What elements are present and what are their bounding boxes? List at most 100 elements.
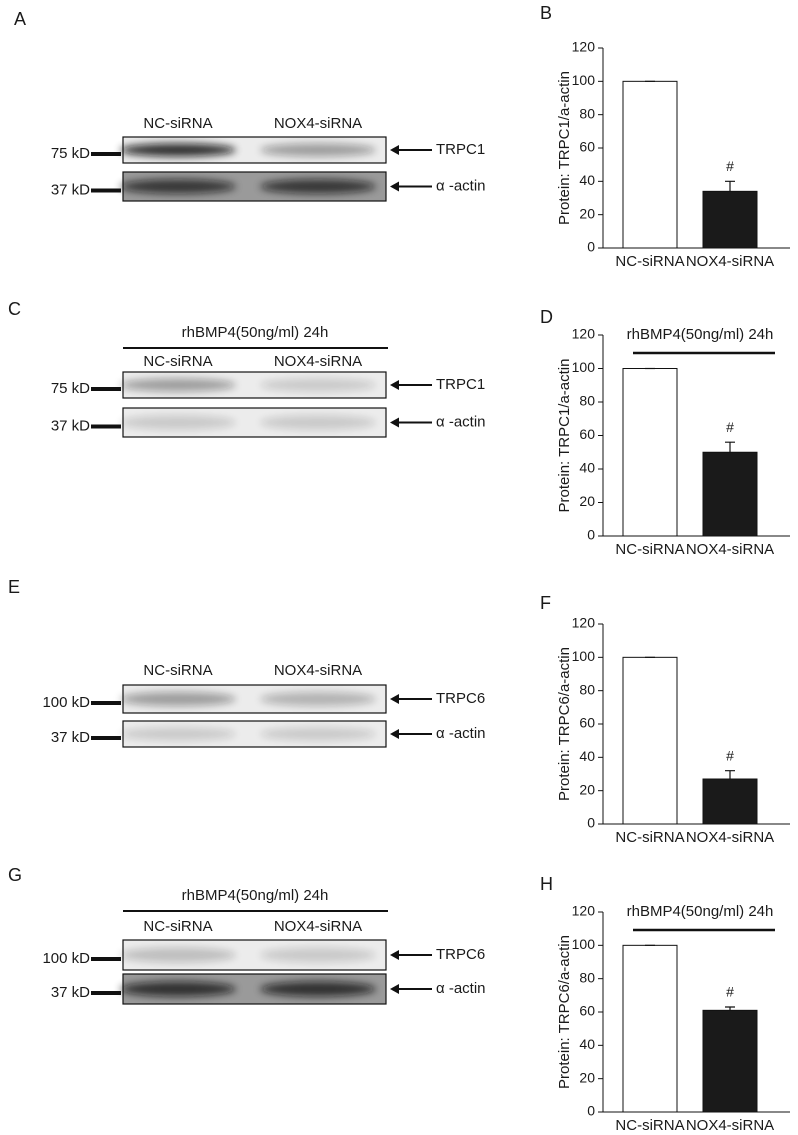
- y-tick-label: 0: [587, 815, 595, 831]
- marker-label: 37 kD: [51, 729, 90, 746]
- band-signal: [260, 981, 376, 997]
- x-tick-label: NC-siRNA: [615, 829, 684, 846]
- y-tick-label: 0: [587, 527, 595, 543]
- y-tick-label: 80: [579, 105, 595, 121]
- band-target: TRPC1: [436, 141, 485, 158]
- band-target: TRPC1: [436, 376, 485, 393]
- y-tick-label: 100: [572, 72, 596, 88]
- band-signal: [260, 692, 376, 706]
- arrow-head: [390, 950, 399, 960]
- chart-subtitle: rhBMP4(50ng/ml) 24h: [627, 326, 774, 343]
- bar: [622, 656, 678, 825]
- error-bar: [725, 441, 735, 453]
- y-tick-label: 120: [572, 615, 596, 631]
- y-tick-label: 100: [572, 359, 596, 375]
- band-signal: [260, 143, 376, 157]
- bar: [622, 368, 678, 537]
- error-bar: [725, 770, 735, 779]
- x-tick-label: NOX4-siRNA: [686, 541, 774, 558]
- panel-label: G: [8, 865, 22, 885]
- blot-frame: [122, 171, 387, 202]
- marker-label: 100 kD: [42, 950, 90, 967]
- y-tick-label: 0: [587, 1103, 595, 1119]
- blot-frame: [122, 973, 387, 1005]
- blot-frame: [122, 136, 387, 164]
- y-tick-label: 20: [579, 781, 595, 797]
- band-target: TRPC6: [436, 690, 485, 707]
- x-tick-label: NC-siRNA: [615, 541, 684, 558]
- significance-mark: #: [726, 984, 734, 1000]
- arrow-head: [390, 694, 399, 704]
- error-bar: [725, 1006, 735, 1011]
- y-tick-label: 20: [579, 493, 595, 509]
- y-tick-label: 80: [579, 681, 595, 697]
- y-tick-label: 80: [579, 969, 595, 985]
- y-tick-label: 60: [579, 1003, 595, 1019]
- y-tick-label: 120: [572, 326, 596, 342]
- blot-band: [120, 939, 387, 971]
- band-signal: [120, 143, 236, 157]
- marker-label: 37 kD: [51, 984, 90, 1001]
- y-tick-label: 100: [572, 936, 596, 952]
- marker-label: 100 kD: [42, 694, 90, 711]
- significance-mark: #: [726, 747, 734, 763]
- panel-label: H: [540, 874, 553, 894]
- significance-mark: #: [726, 158, 734, 174]
- significance-mark: #: [726, 419, 734, 435]
- marker-label: 37 kD: [51, 181, 90, 198]
- band-signal: [260, 415, 376, 430]
- y-tick-label: 40: [579, 172, 595, 188]
- marker-label: 37 kD: [51, 417, 90, 434]
- lane-label: NC-siRNA: [143, 662, 212, 679]
- band-signal: [260, 727, 376, 741]
- y-tick-label: 20: [579, 1069, 595, 1085]
- band-signal: [120, 727, 236, 741]
- y-axis-label: Protein: TRPC1/a-actin: [556, 71, 573, 225]
- y-tick-label: 80: [579, 393, 595, 409]
- band-signal: [120, 179, 236, 194]
- lane-label: NC-siRNA: [143, 115, 212, 132]
- bar: [702, 778, 758, 825]
- blot-frame: [122, 720, 387, 748]
- chart-subtitle: rhBMP4(50ng/ml) 24h: [627, 903, 774, 920]
- blot-frame: [122, 939, 387, 971]
- arrow-head: [390, 984, 399, 994]
- y-axis-label: Protein: TRPC6/a-actin: [556, 935, 573, 1089]
- panel-label: A: [14, 9, 26, 29]
- arrow-head: [390, 181, 399, 192]
- blot-band: [120, 684, 387, 714]
- arrow-head: [390, 417, 399, 428]
- lane-label: NOX4-siRNA: [274, 918, 362, 935]
- error-bar: [725, 180, 735, 192]
- bar: [622, 80, 678, 249]
- x-tick-label: NOX4-siRNA: [686, 829, 774, 846]
- bar: [702, 1009, 758, 1113]
- bar: [702, 190, 758, 249]
- y-tick-label: 120: [572, 903, 596, 919]
- band-target: TRPC6: [436, 946, 485, 963]
- y-tick-label: 60: [579, 715, 595, 731]
- marker-label: 75 kD: [51, 145, 90, 162]
- y-axis-label: Protein: TRPC1/a-actin: [556, 359, 573, 513]
- band-signal: [260, 947, 376, 963]
- lane-label: NOX4-siRNA: [274, 662, 362, 679]
- y-tick-label: 60: [579, 426, 595, 442]
- band-signal: [120, 947, 236, 963]
- blot-band: [120, 171, 387, 202]
- x-tick-label: NC-siRNA: [615, 1117, 684, 1134]
- bar: [622, 944, 678, 1113]
- band-signal: [120, 692, 236, 706]
- band-signal: [120, 378, 236, 392]
- y-tick-label: 40: [579, 460, 595, 476]
- blot-frame: [122, 407, 387, 438]
- y-axis-label: Protein: TRPC6/a-actin: [556, 647, 573, 801]
- lane-label: NOX4-siRNA: [274, 353, 362, 370]
- blot-band: [120, 371, 387, 399]
- band-target: α -actin: [436, 980, 486, 997]
- panel-label: D: [540, 307, 553, 327]
- arrow-head: [390, 145, 399, 155]
- lane-label: NC-siRNA: [143, 918, 212, 935]
- bar: [702, 451, 758, 537]
- x-tick-label: NOX4-siRNA: [686, 253, 774, 270]
